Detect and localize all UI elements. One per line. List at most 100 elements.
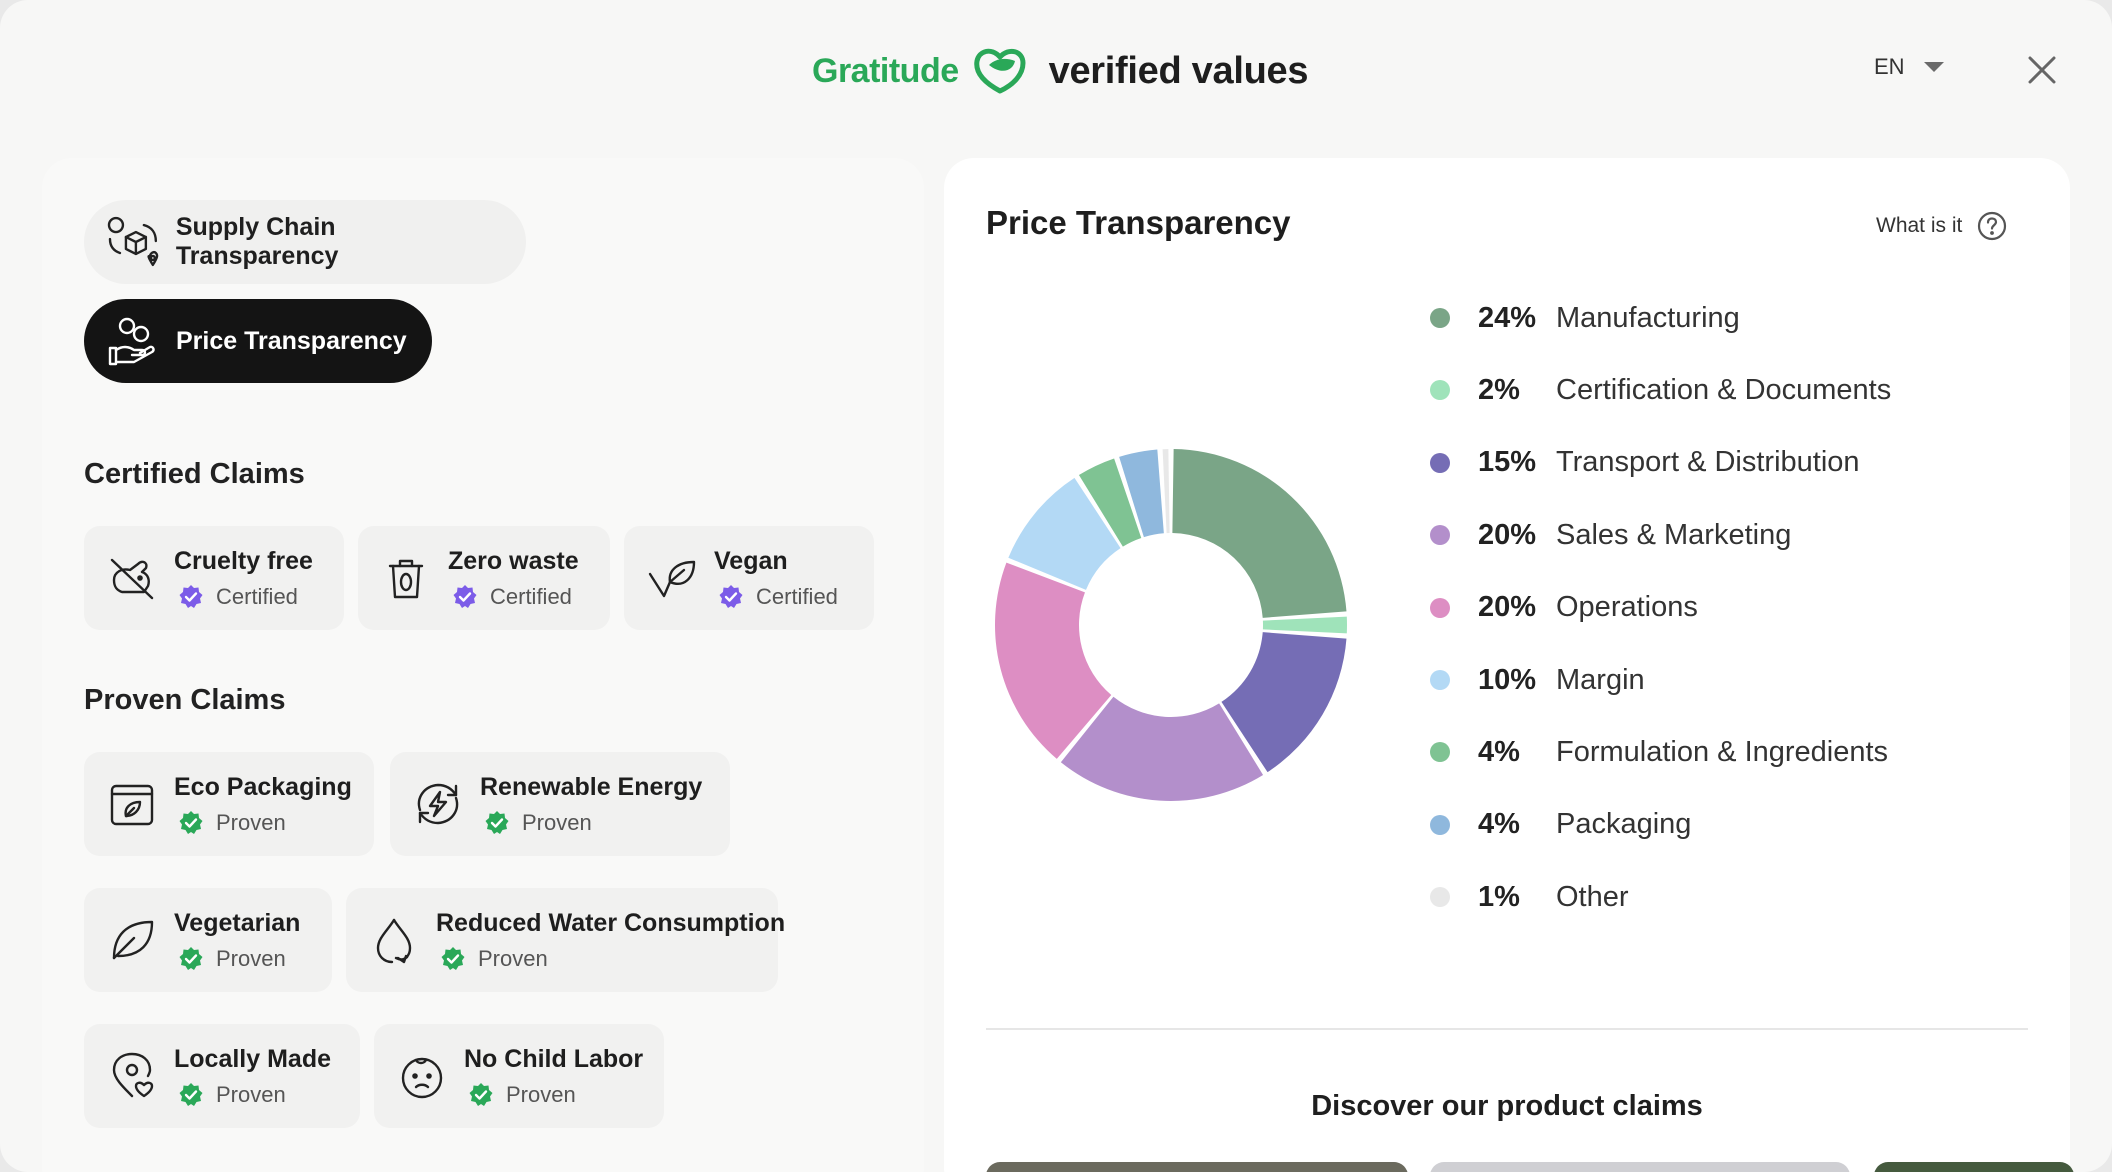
claim-status-label: Proven — [216, 1081, 286, 1107]
donut-slice-4[interactable] — [995, 562, 1112, 759]
tab-label: Supply Chain Transparency — [175, 213, 339, 270]
donut-slice-3[interactable] — [1060, 696, 1264, 801]
claim-status-label: Proven — [216, 945, 286, 971]
price-transparency-panel: Price Transparency What is it 24% Manufac… — [944, 158, 2074, 1172]
brand-name: Gratitude — [812, 51, 959, 90]
what-is-it-link[interactable]: What is it — [1876, 210, 2008, 242]
proven-badge-icon — [441, 946, 465, 970]
legend-percent: 15% — [1478, 446, 1537, 479]
help-circle-icon — [1978, 211, 2007, 241]
claim-name: Renewable Energy — [480, 772, 703, 801]
claim-status-label: Certified — [490, 583, 572, 609]
legend-item: 10% Margin — [1430, 660, 1645, 700]
legend-percent: 10% — [1478, 663, 1537, 696]
close-icon[interactable] — [2022, 50, 2062, 90]
legend-percent: 4% — [1478, 735, 1520, 768]
claim-renewable-energy[interactable]: Renewable Energy Proven — [390, 752, 730, 856]
proven-badge-icon — [179, 946, 203, 970]
legend-dot — [1430, 597, 1450, 618]
hand-coins-icon — [108, 317, 155, 366]
location-heart-icon — [112, 1052, 154, 1098]
donut-slice-5[interactable] — [1008, 477, 1121, 590]
product-claim-thumbnail[interactable] — [986, 1162, 1408, 1172]
claim-eco-packaging[interactable]: Eco Packaging Proven — [84, 752, 374, 856]
legend-dot — [1430, 887, 1450, 908]
claim-no-child-labor[interactable]: No Child Labor Proven — [374, 1024, 664, 1128]
donut-slice-1[interactable] — [1262, 616, 1347, 634]
brand: Gratitude verified values — [812, 38, 1308, 104]
legend-percent: 20% — [1478, 518, 1537, 551]
bolt-cycle-icon — [417, 783, 459, 825]
certified-claims-title: Certified Claims — [84, 458, 305, 490]
legend-label: Sales & Marketing — [1556, 518, 1792, 551]
discover-claims-title: Discover our product claims — [1311, 1090, 1703, 1122]
what-is-it-label: What is it — [1876, 214, 1963, 237]
legend-percent: 1% — [1478, 880, 1520, 913]
legend-dot — [1430, 670, 1450, 690]
certified-badge-icon — [453, 584, 477, 608]
legend-item: 4% Packaging — [1430, 805, 1691, 845]
language-selector[interactable]: EN — [1874, 54, 1945, 80]
no-rabbit-icon — [110, 558, 154, 600]
legend-label: Operations — [1556, 591, 1698, 624]
eco-box-icon — [110, 784, 154, 826]
legend-item: 2% Certification & Documents — [1430, 370, 1891, 410]
proven-badge-icon — [179, 810, 203, 834]
claim-name: Eco Packaging — [174, 772, 352, 801]
claim-name: Cruelty free — [174, 546, 313, 575]
claim-cruelty-free[interactable]: Cruelty free Certified — [84, 526, 344, 630]
product-claim-thumbnail[interactable] — [1430, 1162, 1850, 1172]
legend-percent: 20% — [1478, 591, 1537, 624]
claim-zero-waste[interactable]: Zero waste Certified — [358, 526, 610, 630]
claim-name: Vegan — [714, 546, 788, 575]
legend-label: Transport & Distribution — [1556, 446, 1860, 479]
header: Gratitude verified values EN — [0, 0, 2112, 140]
legend-item: 1% Other — [1430, 877, 1629, 917]
claim-status-label: Proven — [478, 945, 548, 971]
proven-badge-icon — [485, 810, 509, 834]
claim-locally-made[interactable]: Locally Made Proven — [84, 1024, 360, 1128]
claim-vegan[interactable]: Vegan Certified — [624, 526, 874, 630]
claim-status-label: Proven — [506, 1081, 576, 1107]
proven-badge-icon — [469, 1082, 493, 1106]
claim-name: Vegetarian — [174, 908, 301, 937]
tab-supply-chain-transparency[interactable]: Supply Chain Transparency — [84, 200, 526, 284]
proven-badge-icon — [179, 1082, 203, 1106]
claim-reduced-water-consumption[interactable]: Reduced Water Consumption Proven — [346, 888, 785, 992]
legend-label: Other — [1556, 880, 1629, 913]
donut-slice-0[interactable] — [1172, 449, 1347, 618]
brand-tagline: verified values — [1048, 49, 1309, 92]
claim-name: Locally Made — [174, 1044, 331, 1073]
tab-label: Price Transparency — [176, 326, 407, 355]
product-claim-thumbnail[interactable] — [1874, 1162, 2074, 1172]
claim-name: Zero waste — [448, 546, 579, 575]
legend-dot — [1430, 814, 1450, 835]
claim-vegetarian[interactable]: Vegetarian Proven — [84, 888, 332, 992]
legend-item: 20% Sales & Marketing — [1430, 515, 1791, 555]
legend-item: 15% Transport & Distribution — [1430, 443, 1860, 483]
child-face-icon — [401, 1057, 443, 1099]
gratitude-logo-icon — [973, 48, 1026, 94]
leaf-icon — [112, 920, 154, 960]
legend-label: Packaging — [1556, 808, 1692, 841]
claim-name: Reduced Water Consumption — [436, 908, 786, 937]
proven-claims-title: Proven Claims — [84, 684, 286, 716]
language-label: EN — [1874, 54, 1905, 79]
claims-panel: Supply Chain Transparency Price Transpar… — [42, 158, 924, 1172]
leaf-v-icon — [648, 560, 696, 598]
price-transparency-title: Price Transparency — [986, 204, 1291, 241]
legend-item: 4% Formulation & Ingredients — [1430, 732, 1888, 772]
legend-dot — [1430, 380, 1450, 401]
tab-price-transparency[interactable]: Price Transparency — [84, 299, 432, 383]
box-location-icon — [107, 216, 159, 267]
legend-percent: 24% — [1478, 301, 1537, 334]
legend-percent: 4% — [1478, 808, 1520, 841]
donut-slice-7[interactable] — [1119, 449, 1164, 538]
donut-slice-2[interactable] — [1221, 632, 1347, 773]
legend-dot — [1430, 742, 1450, 763]
donut-slice-6[interactable] — [1078, 458, 1142, 547]
donut-slice-8[interactable] — [1162, 449, 1170, 534]
legend-label: Certification & Documents — [1556, 373, 1892, 406]
certified-badge-icon — [179, 584, 203, 608]
